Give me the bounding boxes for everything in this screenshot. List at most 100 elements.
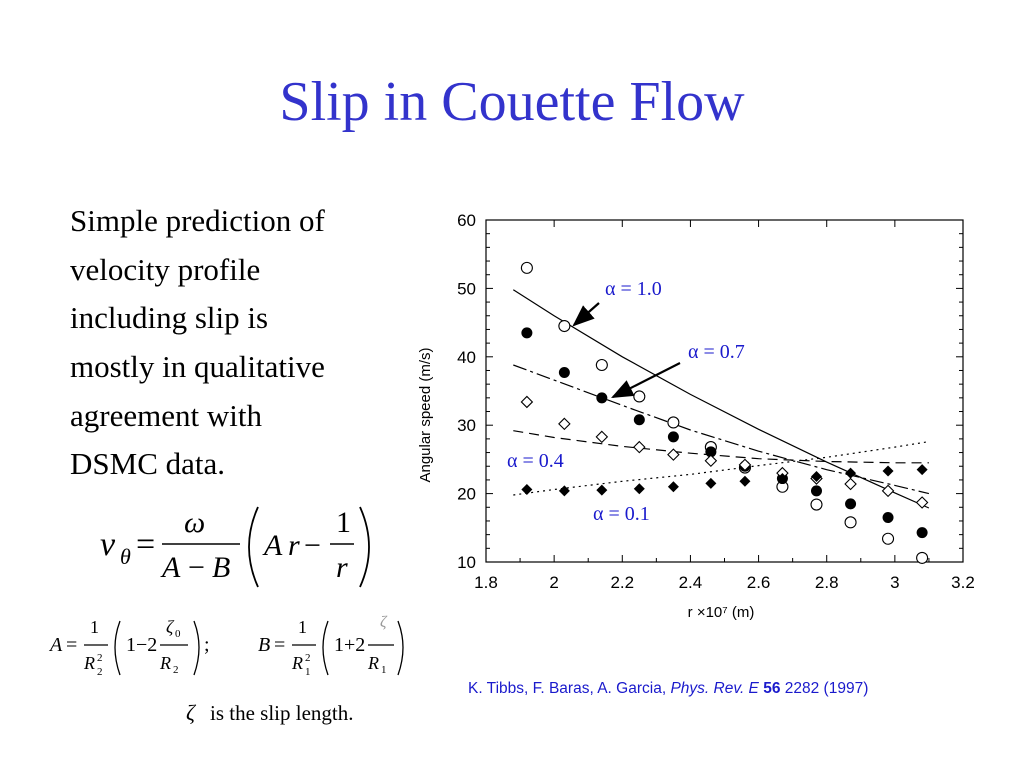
data-points [520, 261, 929, 564]
plot-frame [485, 219, 964, 563]
series-annotation: α = 1.0 [605, 278, 662, 300]
x-tick-label: 3.2 [951, 573, 975, 592]
body-line: velocity profile [70, 251, 261, 287]
data-point-open-diamond [667, 448, 680, 461]
svg-text:1−2: 1−2 [126, 634, 157, 656]
svg-text:−: − [304, 529, 321, 562]
data-point-filled-circle [916, 527, 928, 539]
annotation-arrow [611, 362, 681, 398]
zeta-symbol: ζ [186, 700, 197, 725]
svg-text:θ: θ [120, 544, 131, 569]
data-point-filled-circle [558, 367, 570, 379]
data-point-filled-diamond [916, 464, 928, 476]
angular-speed-chart: 1.8 2 2.2 2.4 2.6 2.8 3 3.2 10 20 30 40 50 60 r ×10⁷ … [417, 211, 975, 621]
data-point-open-circle [520, 261, 533, 274]
data-point-filled-diamond [596, 484, 608, 496]
data-point-open-circle [558, 319, 571, 333]
data-point-open-diamond [595, 430, 609, 444]
data-point-filled-diamond [845, 467, 857, 479]
series-annotation: α = 0.4 [507, 450, 564, 472]
svg-text:−: − [188, 551, 205, 584]
data-point-open-diamond [558, 417, 571, 431]
svg-text:1: 1 [336, 506, 351, 539]
data-point-filled-circle [521, 327, 533, 339]
series-annotations: α = 1.0 α = 0.7 α = 0.4 α = 0.1 [507, 278, 745, 525]
data-point-open-circle [844, 516, 857, 529]
svg-text:ω: ω [184, 506, 205, 539]
svg-text:A: A [160, 551, 181, 584]
series-annotation: α = 0.1 [593, 503, 650, 525]
svg-text:B: B [258, 634, 270, 656]
y-tick-label: 40 [457, 348, 476, 367]
data-point-open-circle [881, 532, 895, 545]
model-curve-3 [513, 430, 929, 464]
svg-text:2: 2 [305, 652, 311, 664]
svg-text:1: 1 [298, 617, 307, 637]
data-point-filled-diamond [882, 465, 894, 477]
svg-text:A: A [262, 529, 283, 562]
data-point-filled-circle [882, 512, 894, 524]
data-point-filled-diamond [667, 481, 679, 493]
data-point-open-circle [633, 390, 646, 403]
svg-text:B: B [212, 551, 230, 584]
x-tick-label: 2 [549, 573, 558, 592]
x-tick-label: 2.4 [679, 573, 703, 592]
data-point-open-diamond [633, 440, 646, 454]
body-line: mostly in qualitative [70, 348, 325, 384]
citation-volume: 56 [763, 680, 781, 697]
data-point-open-diamond [520, 395, 534, 409]
svg-text:R: R [83, 653, 95, 673]
slide-title: Slip in Couette Flow [279, 71, 745, 133]
data-point-open-diamond [704, 454, 718, 468]
y-tick-label: 60 [457, 211, 476, 230]
data-point-filled-diamond [558, 485, 570, 497]
body-line: Simple prediction of [70, 203, 325, 238]
svg-text:0: 0 [175, 628, 181, 640]
data-point-filled-diamond [633, 483, 645, 495]
x-tick-label: 1.8 [474, 573, 498, 592]
chart-axes [485, 219, 964, 563]
data-point-filled-circle [596, 392, 608, 404]
y-tick-label: 50 [457, 279, 476, 298]
data-point-filled-diamond [810, 471, 822, 482]
svg-text:v: v [100, 526, 116, 563]
svg-text:2: 2 [97, 652, 103, 664]
model-curve-2 [513, 364, 930, 495]
body-line: including slip is [70, 300, 269, 336]
x-axis-label: r ×10⁷ (m) [688, 604, 755, 621]
model-curve-4 [513, 441, 929, 496]
x-tick-label: 3 [890, 573, 899, 592]
data-point-open-circle [916, 551, 929, 564]
svg-text:ζ: ζ [166, 617, 175, 637]
citation-authors: K. Tibbs, F. Baras, A. Garcia, [468, 680, 667, 697]
tick-labels: 1.8 2 2.2 2.4 2.6 2.8 3 3.2 10 20 30 40 50 60 [457, 211, 975, 592]
svg-text:R: R [367, 653, 379, 673]
data-point-filled-circle [845, 498, 857, 510]
svg-text:=: = [136, 526, 155, 563]
data-point-filled-circle [633, 414, 645, 426]
svg-text:1: 1 [90, 617, 99, 637]
data-point-filled-diamond [521, 483, 533, 495]
svg-text:r: r [336, 551, 348, 584]
y-tick-label: 20 [457, 485, 476, 504]
data-point-filled-circle [705, 446, 717, 458]
svg-text:R: R [291, 653, 303, 673]
data-point-filled-diamond [739, 475, 751, 487]
coefficient-equations: A = 1 R 2 2 1−2 ζ 0 R 2 ; B = 1 R 2 1 1+… [48, 614, 404, 678]
data-point-open-diamond [844, 477, 857, 491]
data-point-open-diamond [738, 458, 752, 472]
svg-text:;: ; [204, 634, 210, 656]
svg-text:=: = [66, 634, 77, 656]
body-text: Simple prediction of velocity profile in… [70, 197, 410, 489]
y-axis-label: Angular speed (m/s) [417, 347, 434, 482]
data-point-filled-circle [667, 431, 679, 443]
data-point-open-diamond [915, 496, 929, 509]
citation-journal: Phys. Rev. E [670, 680, 759, 697]
svg-text:r: r [288, 529, 300, 562]
x-tick-label: 2.6 [747, 573, 771, 592]
slip-length-note: ζ is the slip length. [186, 700, 354, 725]
slip-note-text: is the slip length. [210, 701, 354, 725]
data-point-filled-diamond [705, 477, 717, 489]
annotation-arrow [572, 302, 600, 327]
data-point-open-diamond [881, 484, 895, 498]
